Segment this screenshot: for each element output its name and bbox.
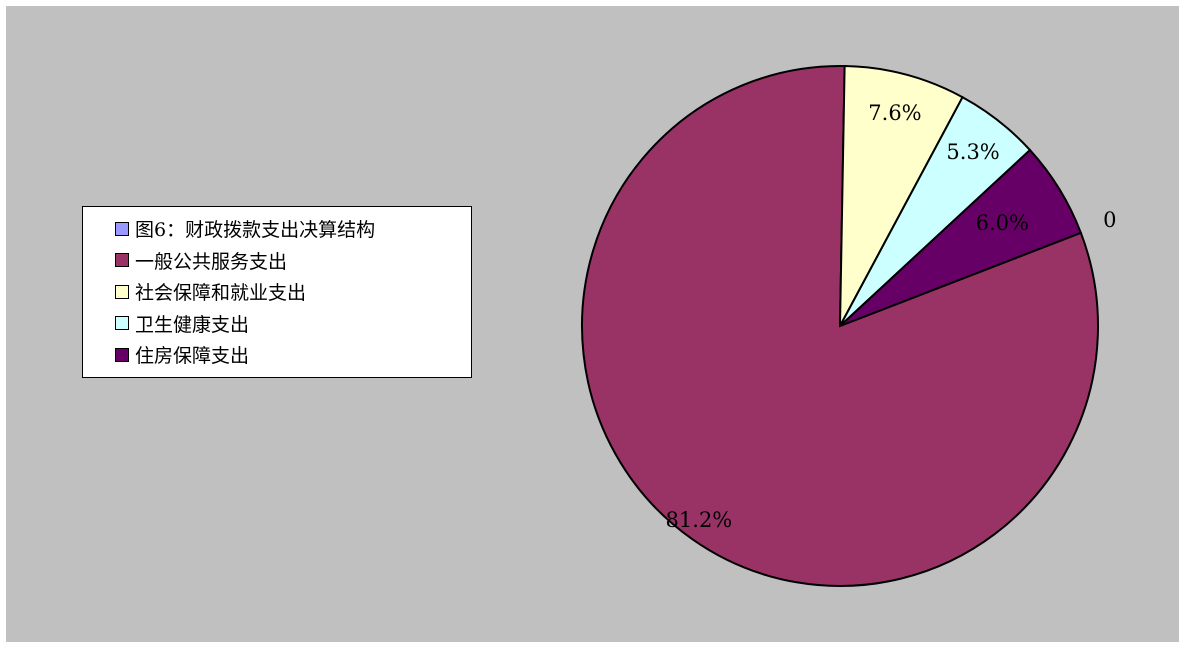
- pie-slice: [839, 65, 964, 327]
- slice-data-label: 7.6%: [868, 101, 921, 125]
- legend-label: 社会保障和就业支出: [135, 282, 307, 305]
- slice-data-label: 81.2%: [666, 508, 733, 532]
- chart-legend: 图6：财政拨款支出决算结构 一般公共服务支出 社会保障和就业支出 卫生健康支出 住房保障…: [82, 206, 472, 378]
- legend-swatch: [115, 253, 129, 268]
- legend-item: 住房保障支出: [115, 339, 471, 371]
- legend-item: 一般公共服务支出: [115, 245, 471, 277]
- legend-swatch: [115, 316, 129, 331]
- slice-data-label: 0: [1103, 208, 1116, 232]
- legend-label: 图6：财政拨款支出决算结构: [135, 219, 376, 242]
- legend-label: 卫生健康支出: [135, 313, 250, 336]
- legend-swatch: [115, 221, 129, 236]
- legend-swatch: [115, 284, 129, 299]
- legend-label: 住房保障支出: [135, 345, 250, 368]
- legend-label: 一般公共服务支出: [135, 250, 288, 273]
- pie-slice: [839, 148, 1083, 327]
- slice-data-label: 5.3%: [946, 140, 999, 164]
- slice-data-label: 6.0%: [976, 211, 1029, 235]
- legend-swatch: [115, 347, 129, 362]
- legend-item: 卫生健康支出: [115, 308, 471, 340]
- legend-item: 图6：财政拨款支出决算结构: [115, 213, 471, 245]
- legend-item: 社会保障和就业支出: [115, 276, 471, 308]
